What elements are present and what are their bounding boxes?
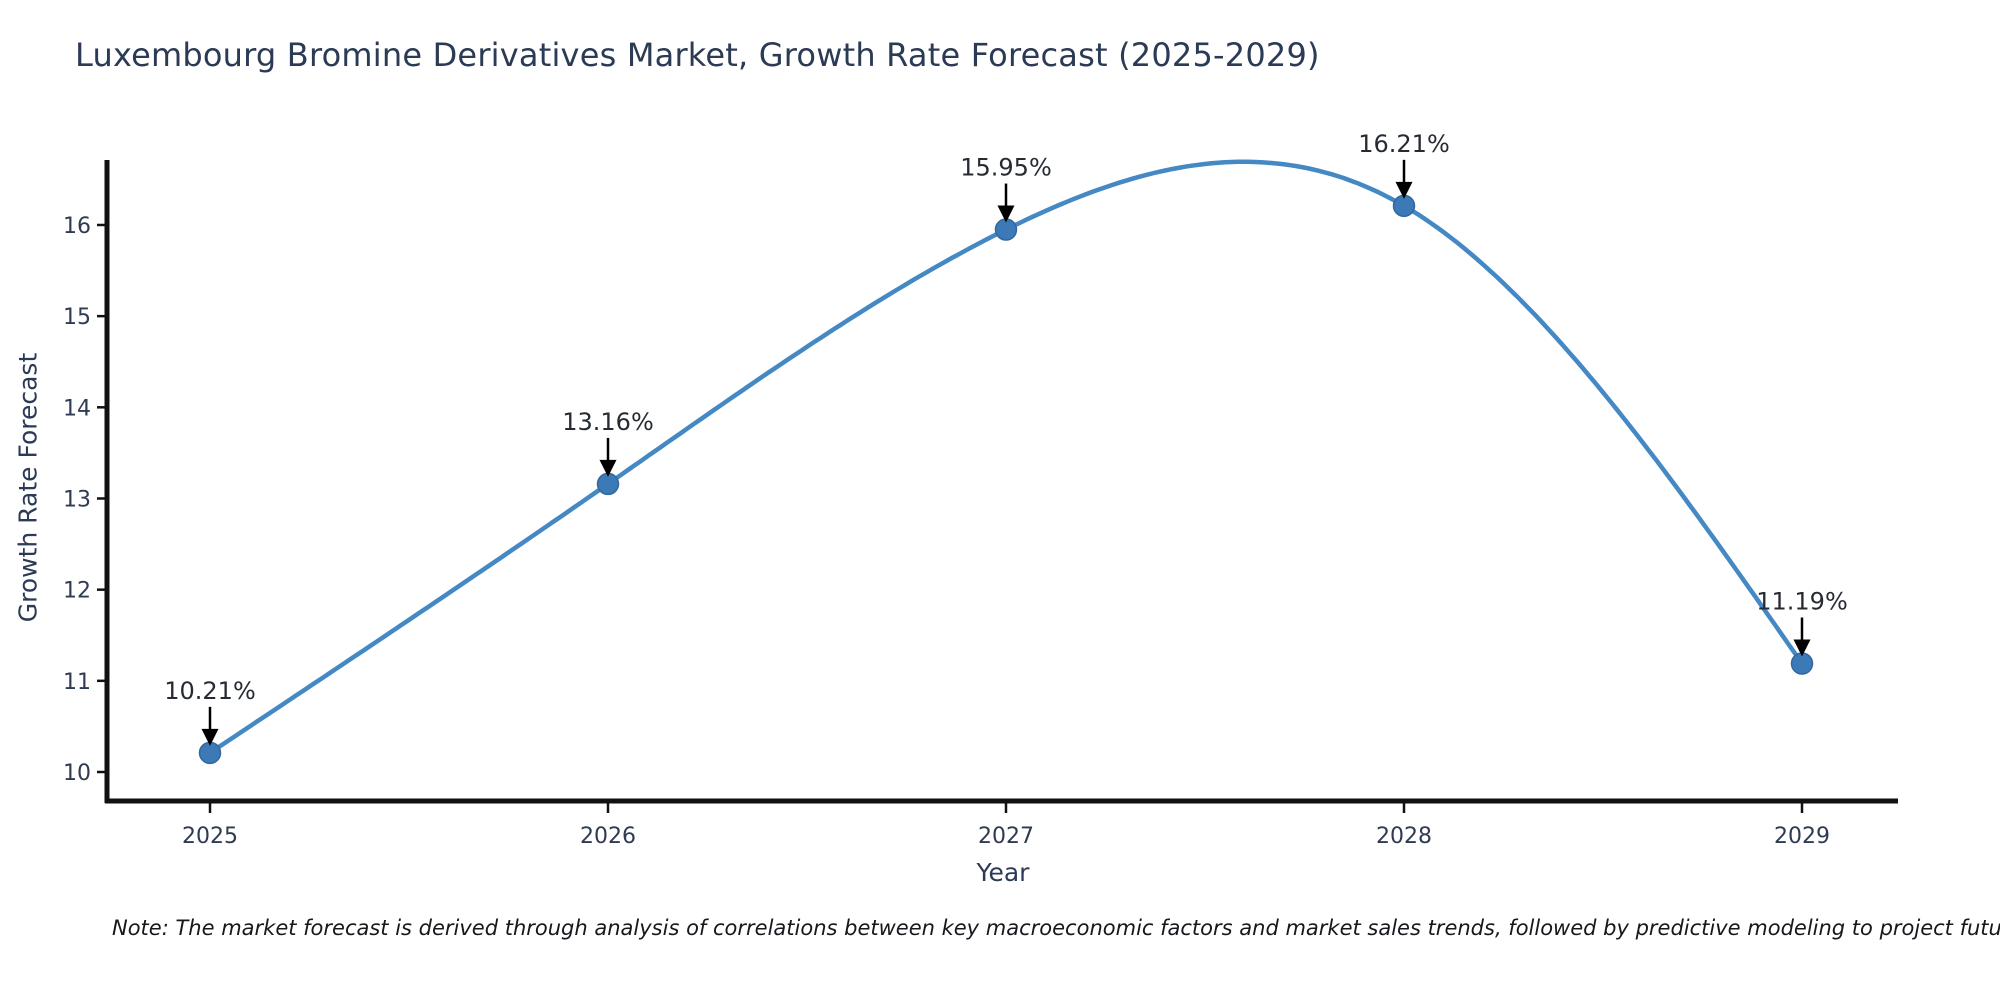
chart-title: Luxembourg Bromine Derivatives Market, G… — [75, 36, 1320, 74]
point-annotation: 11.19% — [1756, 588, 1848, 616]
x-tick-label: 2027 — [978, 824, 1034, 849]
forecast-line — [207, 159, 1805, 756]
y-tick-label: 11 — [63, 670, 91, 695]
point-annotation: 10.21% — [164, 677, 256, 705]
x-axis-title: Year — [976, 858, 1030, 887]
annotation-arrow-head — [997, 205, 1015, 223]
y-tick-label: 10 — [63, 761, 91, 786]
annotation-arrow-head — [201, 728, 219, 746]
point-annotation: 15.95% — [960, 154, 1052, 182]
x-tick-label: 2026 — [580, 824, 636, 849]
x-tick-label: 2028 — [1376, 824, 1432, 849]
annotation-arrow-head — [1793, 639, 1811, 657]
y-tick-label: 16 — [63, 214, 91, 239]
footnote: Note: The market forecast is derived thr… — [112, 916, 2000, 940]
y-tick-label: 12 — [63, 579, 91, 604]
annotation-arrow-head — [599, 459, 617, 477]
point-annotation: 13.16% — [562, 408, 654, 436]
y-tick-label: 14 — [63, 396, 91, 421]
y-tick-label: 15 — [63, 305, 91, 330]
x-tick-label: 2025 — [182, 824, 238, 849]
annotation-arrow-head — [1395, 181, 1413, 199]
y-tick-label: 13 — [63, 487, 91, 512]
x-tick-label: 2029 — [1774, 824, 1830, 849]
point-annotation: 16.21% — [1358, 130, 1450, 158]
